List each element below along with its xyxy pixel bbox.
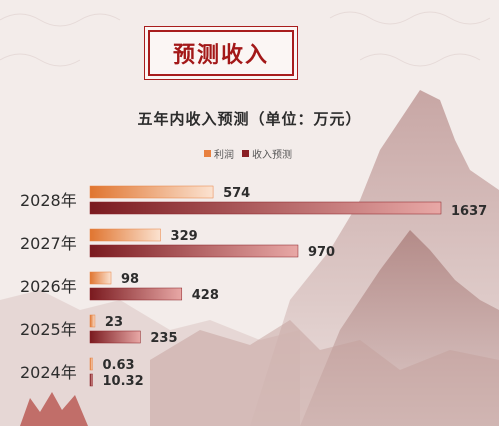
bar-profit <box>89 185 214 199</box>
category-label: 2025年 <box>20 320 77 339</box>
legend-label-profit: 利润 <box>214 150 234 161</box>
value-label-profit: 329 <box>171 229 198 244</box>
legend-label-revenue: 收入预测 <box>252 150 292 161</box>
bar-profit <box>89 228 161 242</box>
category-label: 2026年 <box>20 277 77 296</box>
category-label: 2024年 <box>20 363 77 382</box>
value-label-revenue: 235 <box>150 331 177 346</box>
legend-swatch-profit <box>204 150 211 157</box>
chart-title: 五年内收入预测（单位：万元） <box>137 110 362 128</box>
bar-profit <box>89 271 112 285</box>
legend-swatch-revenue <box>242 150 249 157</box>
value-label-profit: 98 <box>121 272 139 287</box>
legend-item-revenue: 收入预测 <box>242 146 292 161</box>
bar-revenue <box>89 330 141 344</box>
value-label-revenue: 10.32 <box>103 374 144 389</box>
value-label-profit: 0.63 <box>103 358 135 373</box>
category-label: 2028年 <box>20 191 77 210</box>
value-label-revenue: 428 <box>192 288 219 303</box>
bar-profit <box>89 314 96 328</box>
value-label-profit: 23 <box>105 315 123 330</box>
value-label-revenue: 1637 <box>451 204 487 219</box>
value-label-profit: 574 <box>223 186 250 201</box>
bar-profit <box>89 357 93 371</box>
bar-revenue <box>89 287 183 301</box>
banner-title: 预测收入 <box>172 42 269 68</box>
bar-revenue <box>89 373 93 387</box>
bar-revenue <box>89 201 442 215</box>
title-banner: 预测收入 <box>148 30 294 76</box>
value-label-revenue: 970 <box>308 245 335 260</box>
chart-legend: 利润 收入预测 <box>204 146 292 161</box>
legend-item-profit: 利润 <box>204 146 234 161</box>
bar-revenue <box>89 244 299 258</box>
category-label: 2027年 <box>20 234 77 253</box>
